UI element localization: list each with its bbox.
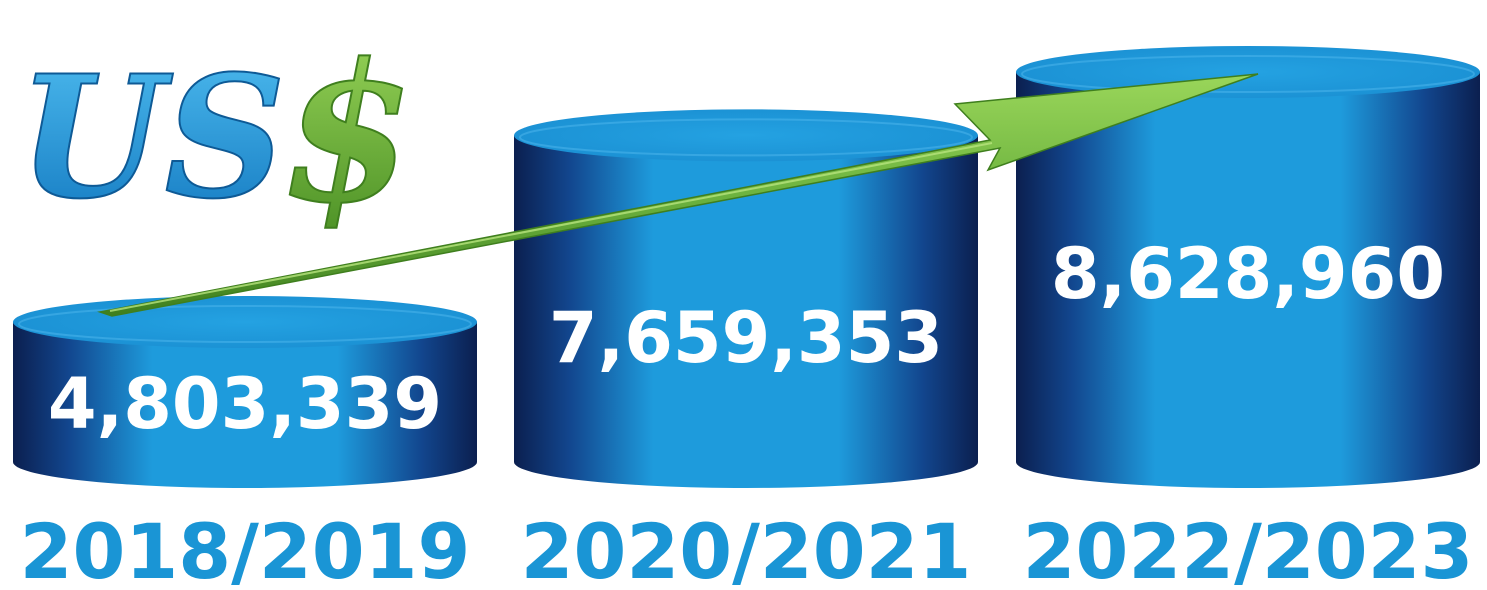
dollar-symbol-icon: $ [282,22,414,245]
bar-top [514,109,978,162]
value-label: 4,803,339 [48,363,442,445]
bar-top-rim [1021,55,1475,93]
bar-top-rim [18,305,472,343]
trend-arrow-layer [97,73,1259,317]
category-label: 2022/2023 [1023,507,1474,590]
value-labels: 4,803,339 7,659,353 8,628,960 [48,233,1445,445]
bar-top-rim [519,118,973,157]
category-label: 2020/2021 [521,507,972,590]
bar-body [514,135,978,488]
bar-top [13,296,477,348]
category-label: 2018/2019 [20,507,471,590]
value-label: 8,628,960 [1051,233,1445,315]
arrow-highlight [109,142,993,312]
value-label: 7,659,353 [549,297,943,379]
title-us-text: US [18,38,286,236]
bar-body [1016,72,1480,488]
bar-top [1016,46,1480,98]
chart-title: US $ [17,21,415,246]
bar-series [13,46,1480,488]
bar-2020/2021 [514,109,978,488]
category-labels: 2018/2019 2020/2021 2022/2023 [20,507,1474,590]
bar-body [13,322,477,488]
trend-arrow-icon [97,73,1259,317]
bar-2022/2023 [1016,46,1480,488]
